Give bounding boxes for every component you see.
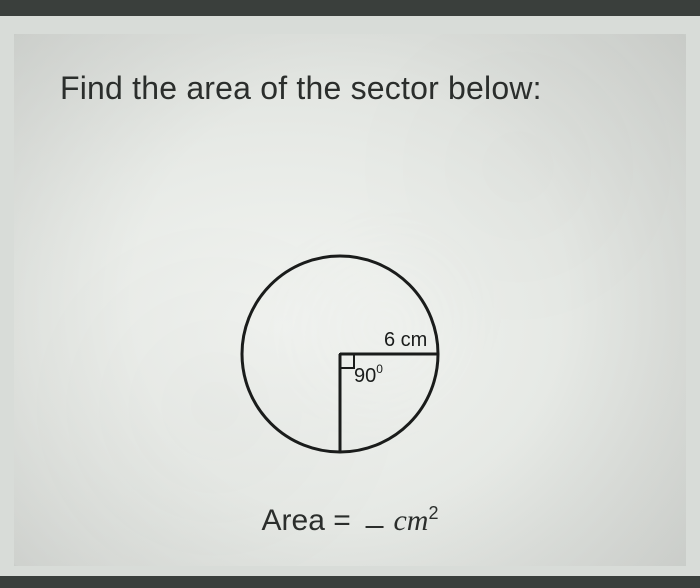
sector-svg: 6 cm900 bbox=[220, 224, 480, 484]
unit-base: cm bbox=[393, 504, 428, 537]
svg-text:6 cm: 6 cm bbox=[384, 329, 427, 351]
answer-line: Area = cm2 bbox=[262, 503, 439, 538]
answer-unit: cm2 bbox=[393, 504, 438, 537]
question-text: Find the area of the sector below: bbox=[60, 70, 542, 107]
answer-prefix: Area = bbox=[262, 504, 351, 537]
worksheet-paper: Find the area of the sector below: 6 cm9… bbox=[14, 34, 686, 566]
answer-blank[interactable] bbox=[365, 526, 383, 528]
sector-figure: 6 cm900 bbox=[220, 224, 480, 489]
svg-text:900: 900 bbox=[354, 362, 383, 387]
unit-exponent: 2 bbox=[428, 503, 438, 523]
